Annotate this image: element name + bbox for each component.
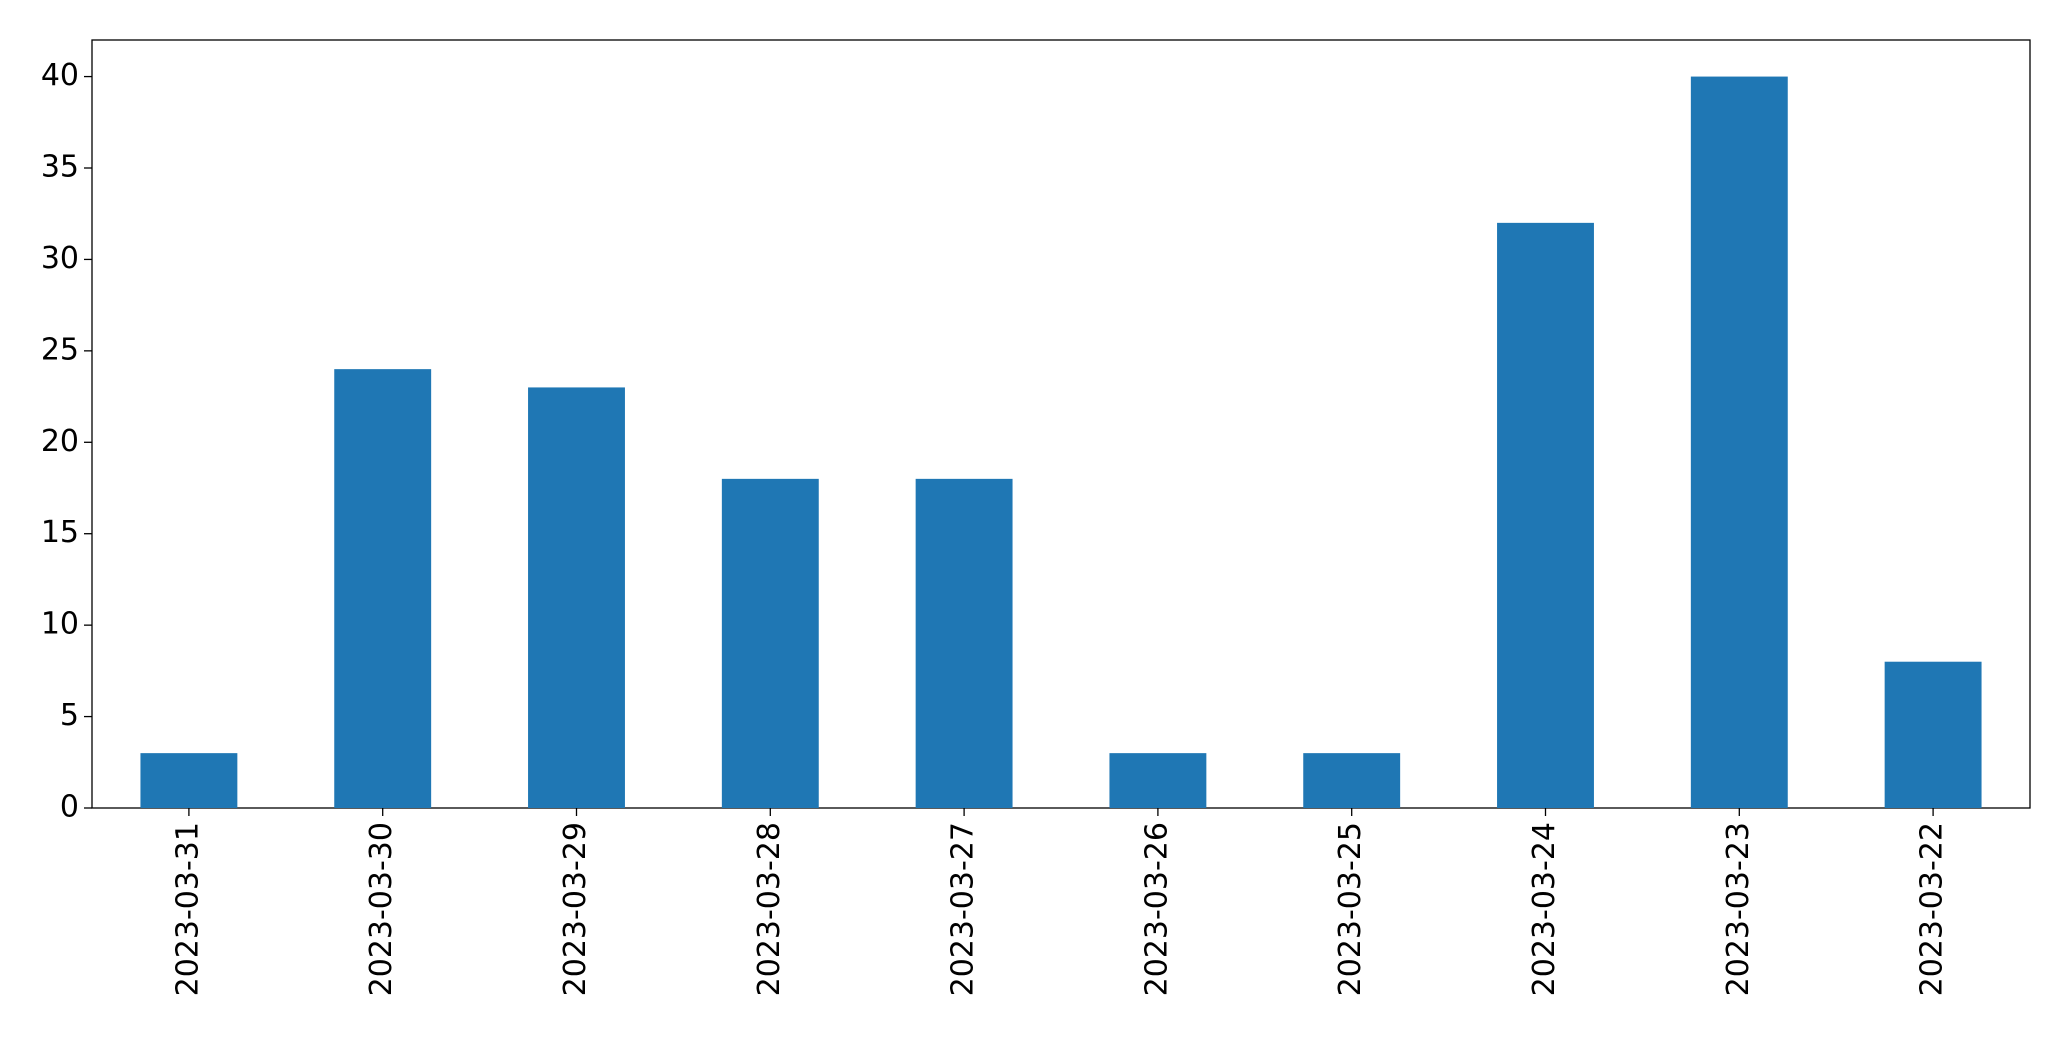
- bar: [1497, 222, 1594, 808]
- y-tick-label: 5: [60, 698, 79, 733]
- bar: [1690, 76, 1788, 809]
- y-tick-label: 40: [41, 58, 79, 93]
- bar: [1884, 661, 1982, 808]
- bar: [334, 369, 432, 808]
- x-tick-label: 2023-03-29: [558, 822, 593, 996]
- x-tick-label: 2023-03-25: [1333, 822, 1368, 996]
- x-tick-label: 2023-03-22: [1915, 822, 1950, 996]
- bar: [721, 478, 819, 808]
- bar: [140, 753, 238, 808]
- bar: [915, 478, 1013, 808]
- bar: [1109, 753, 1207, 808]
- x-tick-label: 2023-03-27: [946, 822, 981, 996]
- x-tick-label: 2023-03-30: [364, 822, 399, 996]
- y-tick-label: 35: [41, 150, 79, 185]
- y-tick-label: 15: [41, 515, 79, 550]
- y-tick-label: 20: [41, 424, 79, 459]
- x-tick-label: 2023-03-26: [1139, 822, 1174, 996]
- y-tick-label: 30: [41, 241, 79, 276]
- axes-frame: [91, 39, 2031, 809]
- x-tick-label: 2023-03-28: [752, 822, 787, 996]
- x-tick-label: 2023-03-23: [1721, 822, 1756, 996]
- x-tick-label: 2023-03-31: [170, 822, 205, 996]
- y-tick-label: 0: [60, 790, 79, 825]
- bar: [528, 387, 625, 808]
- y-tick-label: 10: [41, 607, 79, 642]
- y-tick-label: 25: [41, 332, 79, 367]
- x-tick-label: 2023-03-24: [1527, 822, 1562, 996]
- bar: [1303, 753, 1401, 808]
